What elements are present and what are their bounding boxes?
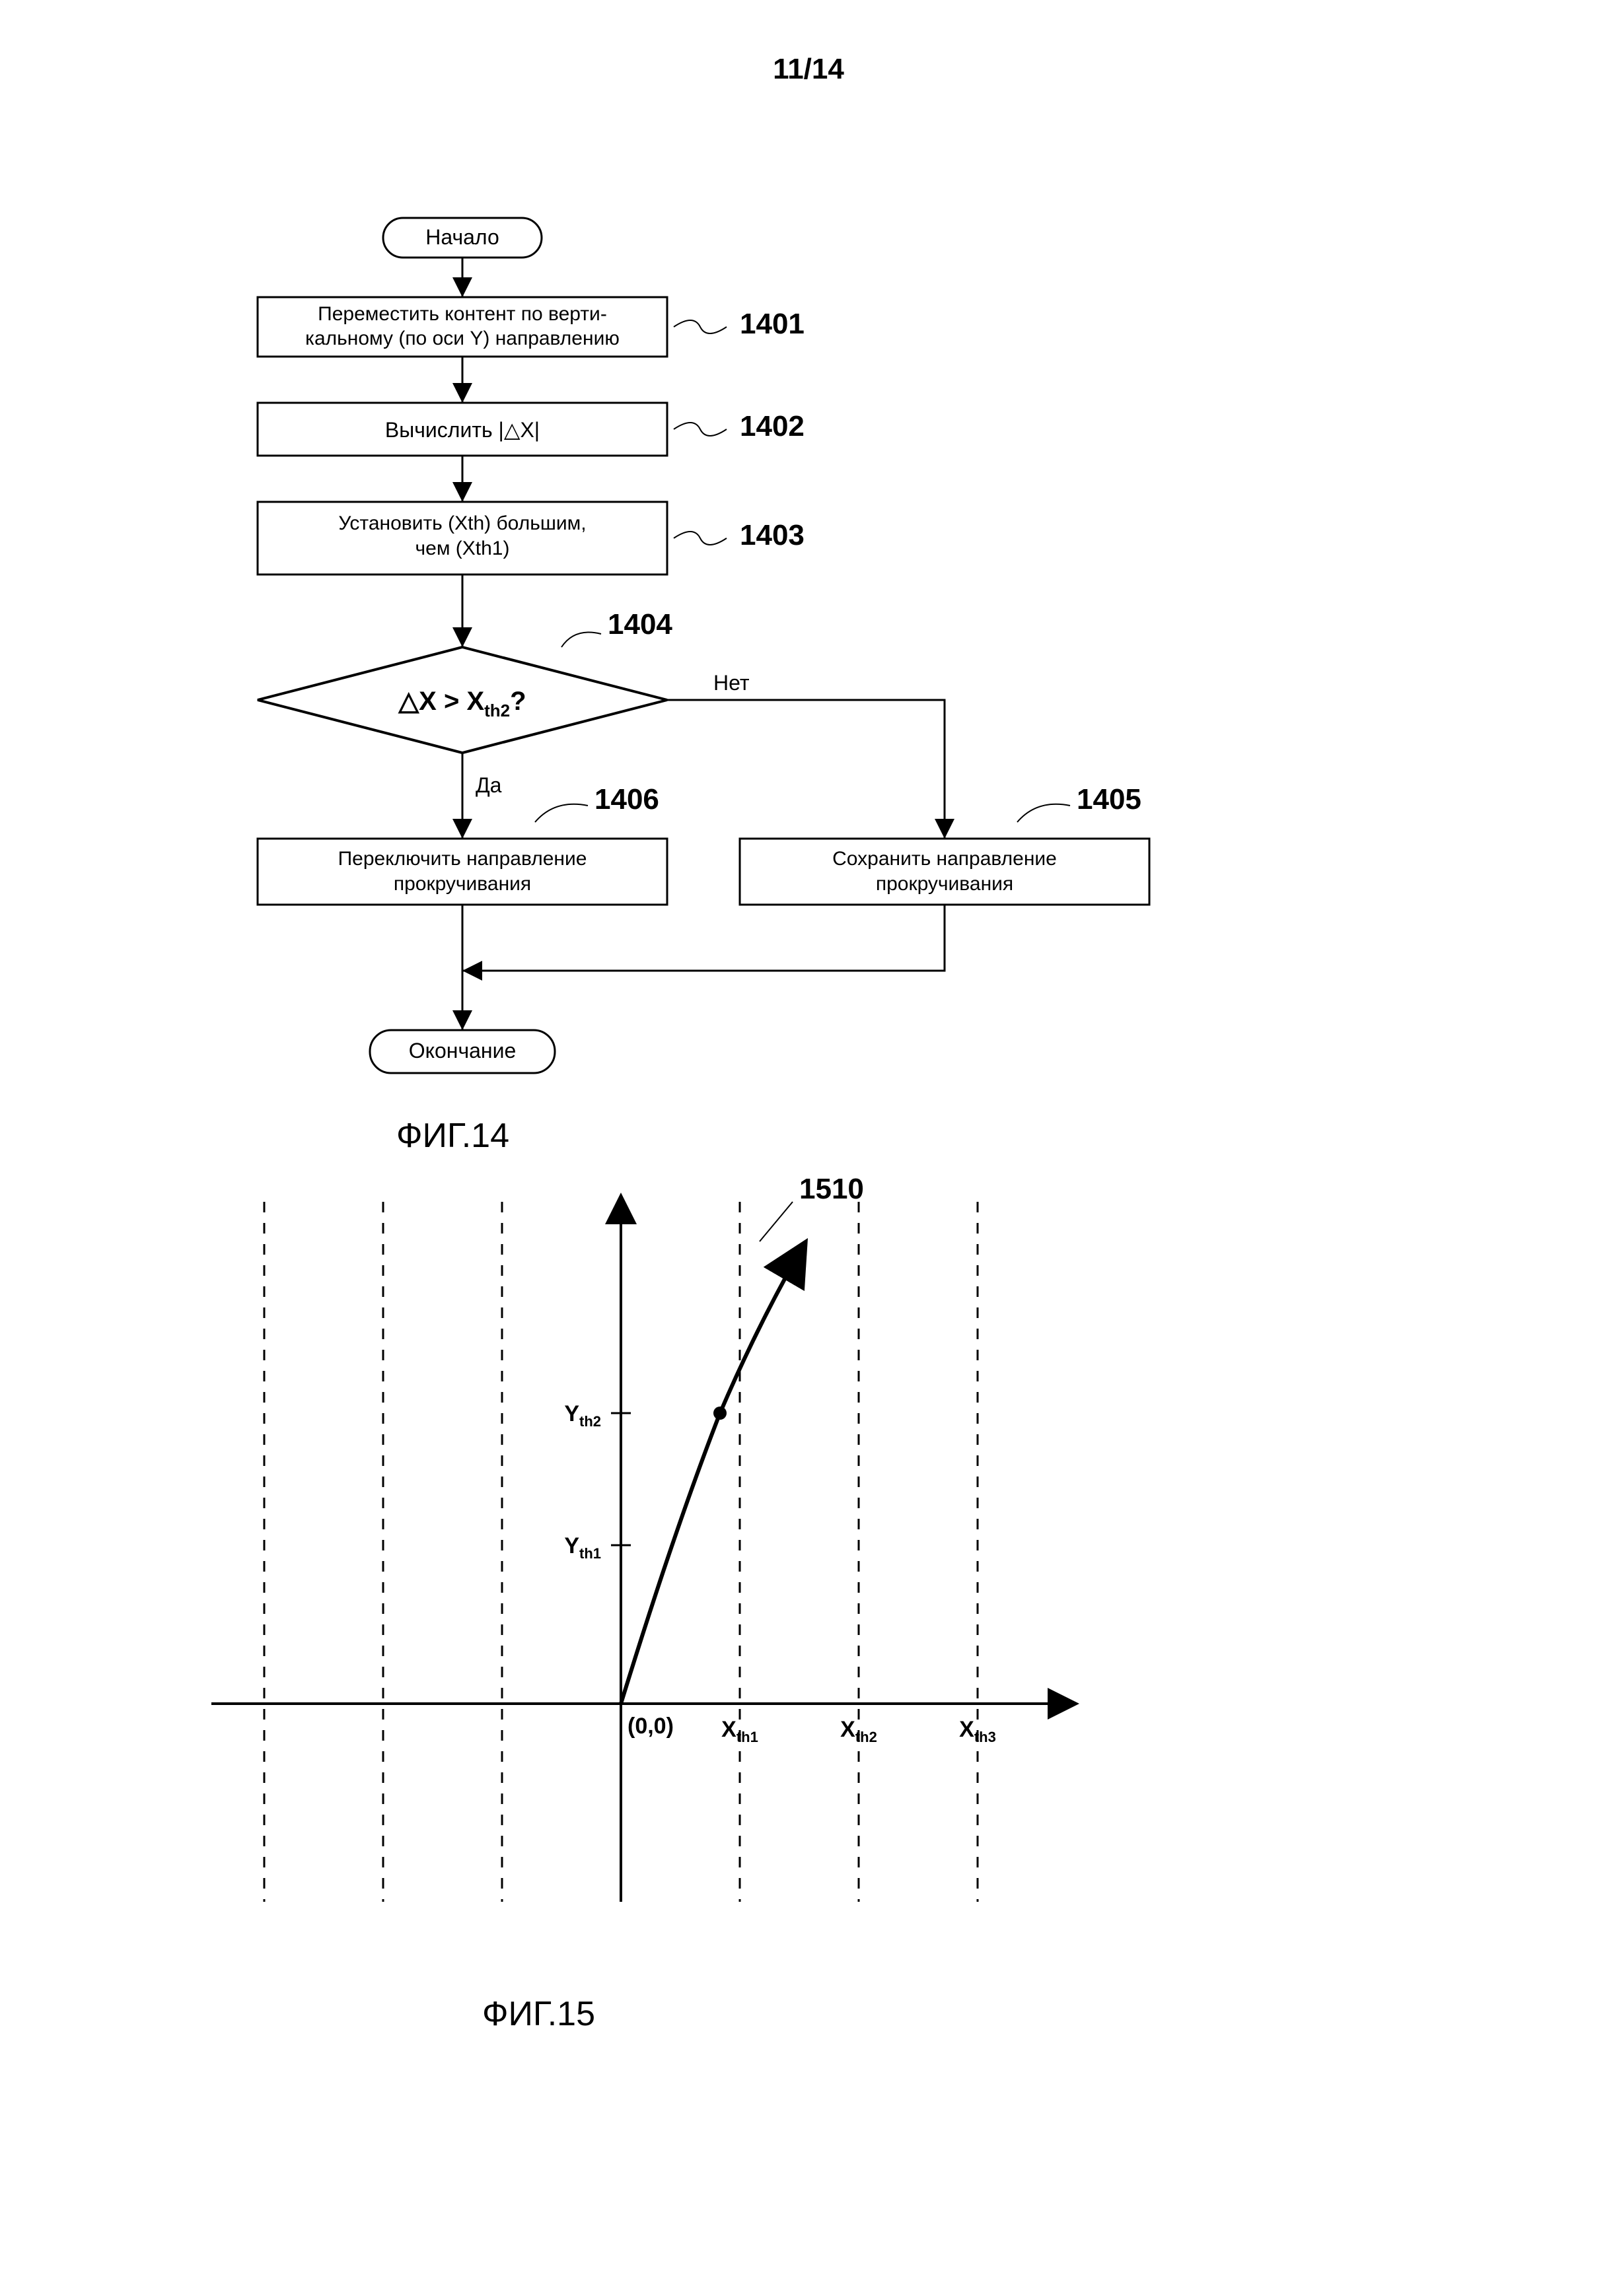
yes-ref: 1406 <box>594 783 659 816</box>
fig15-caption: ФИГ.15 <box>482 1994 595 2034</box>
yth1-label: Yth1 <box>564 1533 601 1562</box>
step3-line1: Установить (Xth) большим, <box>338 512 586 534</box>
xth1-label: Xth1 <box>721 1717 758 1745</box>
step-1403: Установить (Xth) большим, чем (Xth1) 140… <box>258 502 805 574</box>
step2-line1: Вычислить |△X| <box>385 418 540 442</box>
no-label: Нет <box>713 671 750 695</box>
end-node: Окончание <box>370 1030 555 1073</box>
page: 11/14 Начало Переместить контент по верт… <box>0 0 1617 2296</box>
ref-curve <box>1017 804 1070 822</box>
end-label: Окончание <box>409 1039 517 1062</box>
ref-curve <box>674 423 727 436</box>
no-line2: прокручивания <box>876 873 1013 895</box>
step-1402: Вычислить |△X| 1402 <box>258 403 805 456</box>
yes-line1: Переключить направление <box>338 848 587 870</box>
start-node: Начало <box>383 218 542 258</box>
xth2-label: Xth2 <box>840 1717 877 1745</box>
step3-ref: 1403 <box>740 519 805 551</box>
flowchart-fig14: Начало Переместить контент по верти- кал… <box>165 198 1156 1255</box>
xth3-label: Xth3 <box>959 1717 996 1745</box>
x-tick-labels: Xth1 Xth2 Xth3 <box>721 1717 996 1745</box>
page-number: 11/14 <box>0 53 1617 86</box>
step1-ref: 1401 <box>740 308 805 340</box>
ref-leader <box>760 1202 793 1241</box>
ref-curve <box>674 320 727 333</box>
curve-ref: 1510 <box>799 1175 864 1205</box>
yth2-label: Yth2 <box>564 1401 601 1430</box>
connector-merge <box>462 905 945 971</box>
step1-line1: Переместить контент по верти- <box>318 303 607 325</box>
yes-label: Да <box>476 773 502 797</box>
trajectory-curve <box>621 1241 806 1704</box>
curve-point <box>713 1407 727 1420</box>
no-ref: 1405 <box>1077 783 1141 816</box>
ref-curve <box>561 633 601 648</box>
origin-label: (0,0) <box>628 1714 674 1739</box>
fig14-caption: ФИГ.14 <box>396 1116 509 1156</box>
start-label: Начало <box>425 225 499 249</box>
connector-no <box>667 700 945 839</box>
step1-line2: кальному (по оси Y) направлению <box>305 328 620 349</box>
ref-curve <box>535 804 588 822</box>
decision-ref: 1404 <box>608 608 672 641</box>
step2-ref: 1402 <box>740 410 805 442</box>
ref-curve <box>674 532 727 545</box>
step-1401: Переместить контент по верти- кальному (… <box>258 297 805 357</box>
decision-1404: △X > Xth2? 1404 <box>258 608 672 753</box>
step3-line2: чем (Xth1) <box>415 538 510 559</box>
graph-fig15: 1510 (0,0) Xth1 Xth2 Xth3 Yth1 Yth2 <box>185 1175 1110 1968</box>
no-line1: Сохранить направление <box>832 848 1057 870</box>
yes-line2: прокручивания <box>394 873 531 895</box>
